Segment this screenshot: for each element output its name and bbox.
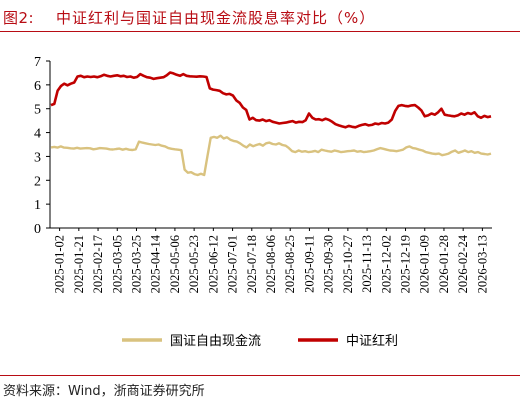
x-tick-label: 2025-09-30 (322, 235, 336, 293)
x-tick-label: 2025-07-01 (226, 235, 240, 293)
x-tick-label: 2026-01-09 (418, 235, 432, 293)
x-tick-label: 2025-09-11 (302, 235, 316, 293)
figure-label: 图2: (3, 9, 35, 27)
x-tick-label: 2025-03-05 (110, 235, 124, 293)
x-tick-label: 2025-08-06 (264, 235, 278, 293)
y-tick-label: 1 (34, 198, 41, 213)
legend: 国证自由现金流 中证红利 (122, 333, 398, 349)
y-tick-label: 7 (34, 55, 41, 70)
y-axis: 0 1 2 3 4 5 6 7 (34, 55, 51, 237)
x-tick-label: 2025-11-13 (360, 235, 374, 293)
x-tick-label: 2025-10-27 (341, 235, 355, 293)
x-axis: 2025-01-02 2025-01-21 2025-02-17 2025-03-05… (50, 227, 492, 293)
series-layer (50, 71, 492, 177)
x-tick-label: 2025-01-02 (53, 235, 67, 293)
y-tick-label: 2 (34, 174, 41, 189)
x-tick-label: 2026-01-28 (437, 235, 451, 293)
x-tick-label: 2026-02-24 (456, 234, 470, 293)
x-tick-label: 2025-12-02 (379, 235, 393, 293)
source-note: 资料来源：Wind，浙商证券研究所 (3, 384, 205, 399)
x-tick-label: 2025-02-17 (91, 235, 105, 293)
y-tick-label: 4 (34, 127, 41, 142)
x-tick-label: 2025-07-18 (245, 235, 259, 293)
source-divider (0, 375, 520, 376)
y-tick-label: 6 (34, 79, 41, 94)
series-line-csi-dividend (50, 71, 492, 129)
x-tick-label: 2025-05-06 (168, 235, 182, 293)
figure-title: 中证红利与国证自由现金流股息率对比（%） (56, 9, 376, 27)
legend-label-csi-dividend: 中证红利 (346, 333, 398, 349)
x-tick-label: 2025-01-21 (72, 235, 86, 293)
x-tick-label: 2025-05-23 (187, 235, 201, 293)
title-divider (0, 31, 520, 32)
figure-header: 图2: 中证红利与国证自由现金流股息率对比（%） (0, 0, 520, 31)
x-tick-label: 2026-03-13 (475, 235, 489, 293)
y-tick-label: 5 (34, 103, 41, 118)
y-tick-label: 0 (34, 222, 41, 237)
x-tick-label: 2025-03-25 (129, 235, 143, 293)
x-tick-label: 2025-12-19 (399, 235, 413, 293)
x-tick-label: 2025-04-14 (149, 234, 163, 293)
legend-label-free-cash-flow: 国证自由现金流 (170, 333, 261, 349)
y-tick-label: 3 (34, 150, 41, 165)
x-tick-label: 2025-08-25 (283, 235, 297, 293)
series-line-free-cash-flow (50, 134, 492, 177)
x-tick-label: 2025-06-12 (206, 235, 220, 293)
